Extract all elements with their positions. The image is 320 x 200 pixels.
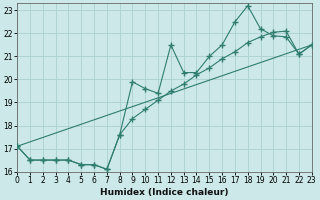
X-axis label: Humidex (Indice chaleur): Humidex (Indice chaleur) (100, 188, 229, 197)
